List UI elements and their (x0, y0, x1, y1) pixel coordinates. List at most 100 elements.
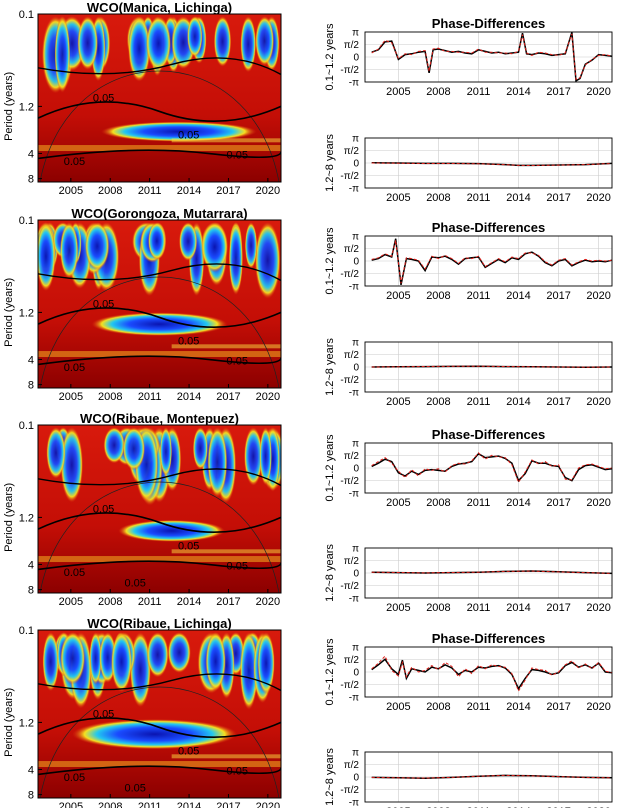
phase-y-axis-label: 1.2~8 years (324, 134, 336, 192)
phase-y-tick-label: π (352, 134, 359, 145)
contour-label: 0.05 (93, 503, 114, 515)
coherence-band (118, 519, 226, 542)
phase-x-tick-label: 2020 (586, 602, 610, 614)
x-tick-label: 2005 (59, 391, 83, 403)
y-tick-label: 1.2 (19, 512, 34, 524)
phase-y-tick-label: 0 (353, 773, 359, 784)
phase-x-tick-label: 2011 (467, 396, 491, 408)
low-freq-shelf (38, 556, 281, 563)
x-tick-label: 2005 (59, 185, 83, 197)
coherence-streak (207, 427, 228, 498)
phase-series-line (371, 774, 613, 779)
y-tick-label: 8 (28, 585, 34, 597)
y-tick-label: 1.2 (19, 717, 34, 729)
y-axis-label: Period (years) (3, 688, 15, 757)
phase-axes-frame (364, 646, 613, 698)
phase-x-tick-label: 2005 (386, 806, 410, 808)
coherence-streak (201, 222, 229, 273)
phase-y-axis-label: 1.2~8 years (324, 338, 336, 396)
phase-y-tick-label: π/2 (344, 655, 360, 666)
phase-y-tick-label: -π/2 (340, 269, 359, 280)
phase-series-line (371, 452, 613, 484)
phase-y-tick-label: π (352, 544, 359, 555)
significance-contour (38, 101, 281, 122)
phase-y-tick-label: -π/2 (340, 171, 359, 182)
coherence-streak (122, 427, 146, 471)
y-tick-label: 0.1 (19, 215, 34, 227)
heat-title: WCO(Ribaue, Lichinga) (87, 616, 231, 631)
phase-x-tick-label: 2017 (546, 192, 570, 204)
phase-x-tick-label: 2005 (386, 396, 410, 408)
coherence-streak (84, 222, 110, 271)
coherence-streak (159, 427, 173, 477)
coherence-streak (46, 427, 66, 479)
phase-y-tick-label: π/2 (344, 350, 360, 361)
phase-panel: Phase-Differences ππ/2 0-π/2 -π 2005 2008 2011… (324, 427, 613, 509)
phase-x-tick-label: 2017 (546, 86, 570, 98)
x-tick-label: 2011 (138, 596, 162, 608)
significance-contour (38, 560, 281, 571)
phase-y-tick-label: -π (349, 388, 359, 399)
phase-y-tick-label: π/2 (344, 244, 360, 255)
contour-label: 0.05 (124, 577, 145, 589)
phase-y-tick-label: π/2 (344, 556, 360, 567)
x-tick-label: 2005 (59, 801, 83, 808)
phase-panel: Phase-Differences ππ/2 0-π/2 -π 2005 2008 2011… (324, 631, 613, 713)
contour-label: 0.05 (227, 560, 248, 572)
heat-title: WCO(Ribaue, Montepuez) (80, 411, 239, 426)
coherence-streak (54, 16, 71, 93)
contour-label: 0.05 (178, 540, 199, 552)
x-tick-label: 2017 (216, 185, 240, 197)
wco-panel: 0.05 0.05 0.05 0.05 WCO(Manica, Lichinga) 0.1… (3, 0, 282, 197)
coherence-streak (228, 222, 244, 295)
coherence-streak (42, 632, 59, 692)
contour-label: 0.05 (93, 92, 114, 104)
coherence-streak (147, 222, 166, 260)
phase-x-tick-label: 2014 (506, 701, 530, 713)
heat-axes-frame (37, 219, 282, 389)
phase-x-tick-label: 2008 (426, 396, 450, 408)
significance-contour (38, 512, 281, 533)
phase-x-tick-label: 2014 (506, 192, 530, 204)
phase-x-tick-label: 2011 (467, 602, 491, 614)
phase-x-tick-label: 2014 (506, 602, 530, 614)
cone-of-influence (39, 481, 280, 593)
contour-label: 0.05 (93, 298, 114, 310)
coherence-streak (110, 632, 133, 693)
contour-label: 0.05 (227, 149, 248, 161)
phase-axes-frame (364, 235, 613, 287)
y-tick-label: 1.2 (19, 101, 34, 113)
phase-y-tick-label: -π (349, 594, 359, 605)
y-tick-label: 8 (28, 380, 34, 392)
y-tick-label: 8 (28, 174, 34, 186)
significance-contour (38, 355, 281, 366)
phase-y-tick-label: -π (349, 282, 359, 293)
phase-x-tick-label: 2020 (586, 396, 610, 408)
phase-y-axis-label: 1.2~8 years (324, 544, 336, 602)
x-tick-label: 2017 (216, 801, 240, 808)
heatmap-field: 0.05 0.05 0.05 0.05 (38, 220, 281, 388)
y-tick-label: 4 (28, 354, 34, 366)
contour-label: 0.05 (64, 772, 85, 784)
phase-x-tick-label: 2008 (426, 290, 450, 302)
phase-x-tick-label: 2014 (506, 806, 530, 808)
x-tick-label: 2014 (177, 185, 201, 197)
coherence-band (72, 719, 238, 750)
low-freq-shelf (171, 344, 281, 349)
y-tick-label: 4 (28, 148, 34, 160)
coherence-band (91, 312, 228, 336)
wco-panel: 0.05 0.05 0.05 0.05 0.05 WCO(Ribaue, Lichinga… (3, 616, 282, 808)
x-tick-label: 2008 (98, 801, 122, 808)
coherence-streak (89, 632, 102, 685)
y-axis-label: Period (years) (3, 483, 15, 552)
phase-x-tick-label: 2011 (467, 290, 491, 302)
x-tick-label: 2008 (98, 596, 122, 608)
coherence-streak (259, 427, 272, 486)
heat-title: WCO(Gorongoza, Mutarrara) (71, 206, 247, 221)
x-tick-label: 2008 (98, 185, 122, 197)
phase-x-tick-label: 2005 (386, 86, 410, 98)
phase-panel: ππ/2 0-π/2 -π 2005 2008 2011 2014 2017 2020 1.2~8… (324, 748, 613, 808)
phase-x-tick-label: 2008 (426, 806, 450, 808)
low-freq-shelf (171, 754, 281, 759)
contour-label: 0.05 (227, 765, 248, 777)
